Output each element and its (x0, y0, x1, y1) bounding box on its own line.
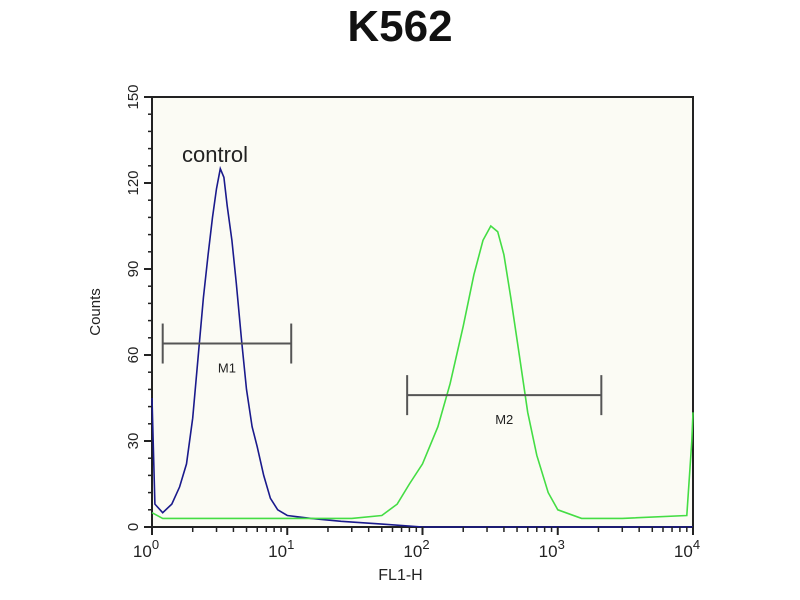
y-tick-label: 90 (125, 261, 142, 278)
y-axis-label: Counts (87, 288, 104, 336)
control-label: control (182, 142, 248, 167)
y-tick-label: 0 (125, 523, 142, 531)
series-sample-line (151, 224, 694, 520)
x-tick-label: 101 (268, 537, 294, 561)
chart-title: K562 (347, 2, 453, 51)
x-tick-label: 104 (674, 537, 700, 561)
marker-m1-label: M1 (218, 361, 236, 376)
marker-m2-label: M2 (495, 412, 513, 427)
y-tick-label: 120 (125, 170, 142, 195)
y-tick-label: 60 (125, 347, 142, 364)
x-tick-label: 102 (403, 537, 429, 561)
x-axis-label: FL1-H (378, 567, 422, 584)
y-tick-label: 30 (125, 433, 142, 450)
x-tick-label: 100 (133, 537, 159, 561)
y-tick-label: 150 (125, 84, 142, 109)
plot-frame (151, 96, 694, 528)
x-tick-label: 103 (539, 537, 565, 561)
